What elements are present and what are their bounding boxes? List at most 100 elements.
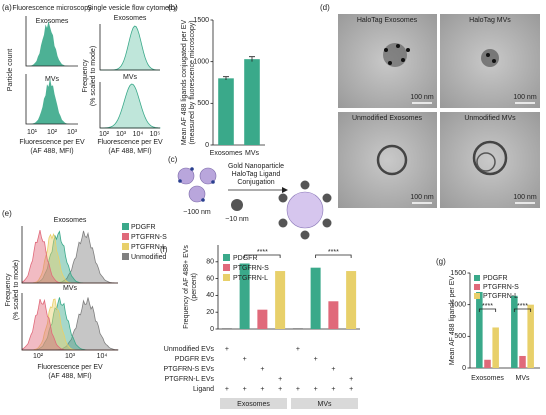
group-box [220,398,287,409]
plot-title: MVs [63,285,78,292]
matrix-mark: + [296,386,300,393]
size-label: ~100 nm [183,209,211,216]
x-tick-label: 10² [47,129,58,136]
title: Single vesicle flow cytometry [87,5,177,12]
axis [21,293,118,351]
y-label: Frequency [5,273,12,307]
panel-label: (f) [160,245,168,254]
y-tick-label: 0 [462,365,466,372]
x-tick-label: MVs [516,375,531,382]
legend-label: Unmodified [131,254,167,261]
matrix-mark: + [278,376,282,383]
matrix-mark: + [314,386,318,393]
x-tick-label: MVs [245,150,260,157]
matrix-mark: + [314,356,318,363]
histogram [100,83,161,129]
row-label: Exosomes [36,18,69,25]
bar [346,271,357,329]
title: Fluorescence microscopy [12,5,92,12]
x-label: (AF 488, MFI) [48,373,91,380]
x-tick-label: 10⁴ [133,131,144,138]
x-tick-label: Exosomes [471,375,504,382]
axis [25,74,78,125]
significance-label: **** [257,249,268,256]
plot-title: Exosomes [54,217,87,224]
y-tick-label: 60 [206,275,214,282]
y-label: Particle count [7,49,14,91]
y-label: Frequency of AF 488+ EVs [183,245,190,329]
axis [99,82,160,129]
legend-label: PDGFR [483,275,508,282]
y-tick-label: 20 [206,309,214,316]
significance-bracket [513,308,532,312]
matrix-mark: + [331,386,335,393]
x-tick-label: Exosomes [210,150,243,157]
histogram [26,21,78,66]
legend-swatch [122,253,129,260]
scale-bar-label: 100 nm [410,194,434,201]
legend-label: PTGFRN-S [483,284,519,291]
histogram [100,25,160,71]
image-label: Unmodified MVs [464,115,516,122]
scale-bar-label: 100 nm [513,94,537,101]
axis [99,24,160,71]
bar [476,292,483,368]
x-tick-label: 10² [33,353,44,360]
legend-swatch [223,264,230,271]
axis [25,16,78,67]
micrographs [338,14,540,208]
matrix-mark: + [225,346,229,353]
bar [527,304,534,368]
y-tick-label: 40 [206,292,214,299]
panel-label: (a) [2,3,12,12]
y-label: (% scaled to mode) [13,260,20,320]
row-label: MVs [45,76,60,83]
y-label: (measured by fluorescence microscopy) [189,20,196,144]
y-label: Frequency [82,59,89,93]
legend-swatch [223,254,230,261]
x-label: (AF 488, MFI) [108,148,151,155]
error-bar [223,76,229,80]
legend-swatch [122,223,129,230]
scale-bar-label: 100 nm [513,194,537,201]
bar [310,267,321,329]
matrix-mark: + [260,366,264,373]
image-label: Unmodified Exosomes [352,115,423,122]
matrix-mark: + [349,376,353,383]
bar [519,355,526,368]
legend-swatch [122,243,129,250]
y-tick-label: 1000 [450,302,466,309]
y-tick-label: 80 [206,259,214,266]
bar [239,263,250,329]
group-box [291,398,358,409]
axis [21,226,118,284]
x-tick-label: 10¹ [27,129,38,136]
x-tick-label: 10³ [67,129,78,136]
bar [244,59,260,145]
x-label: Fluorescence per EV [97,139,163,146]
matrix-mark: + [349,386,353,393]
panel-label: (g) [436,257,446,266]
legend-swatch [474,284,480,290]
scale-bar-label: 100 nm [410,94,434,101]
x-tick-label: 10² [99,131,110,138]
y-tick-label: 0 [210,326,214,333]
y-tick-label: 1000 [193,59,209,66]
method-text: Conjugation [237,179,274,186]
matrix-mark: + [296,346,300,353]
x-tick-label: 10³ [65,353,76,360]
y-tick-label: 1500 [193,17,209,24]
row-label: PDGFR EVs [175,356,215,363]
matrix-mark: + [243,386,247,393]
legend-label: PDGFR [131,224,156,231]
legend-label: PTGFRN-S [131,234,167,241]
row-label: Exosomes [114,15,147,22]
method-text: HaloTag Ligand [232,171,281,178]
diagram [177,167,332,240]
x-tick-label: 10³ [116,131,127,138]
significance-label: **** [517,303,528,310]
y-tick-label: 0 [205,142,209,149]
bar [221,328,232,329]
matrix-mark: + [331,366,335,373]
